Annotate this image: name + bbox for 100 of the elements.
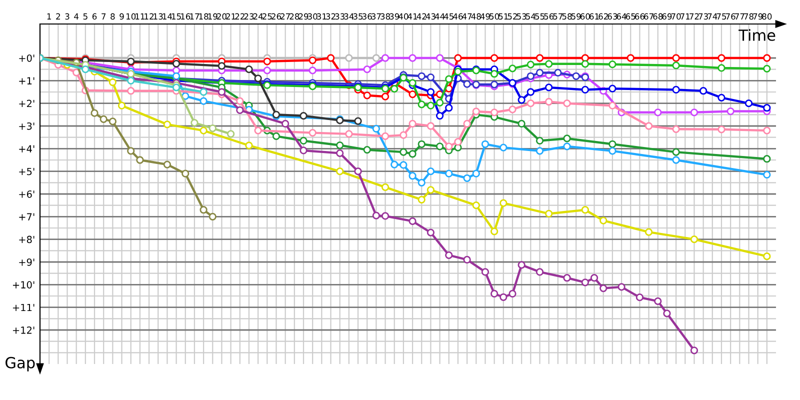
x-tick-label: 37 (372, 13, 381, 20)
point (390, 85, 398, 93)
point (381, 92, 390, 100)
x-tick-label: 19 (208, 13, 218, 20)
x-tick-label: 67 (644, 13, 654, 20)
point (472, 202, 480, 210)
x-tick-label: 9 (120, 13, 124, 20)
point (463, 120, 471, 128)
x-tick-label: 62 (598, 13, 608, 20)
x-tick-label: 2 (56, 13, 60, 20)
point (518, 96, 526, 104)
point (282, 120, 290, 128)
point (644, 122, 653, 130)
point (445, 75, 453, 83)
point (372, 54, 380, 62)
point (663, 310, 671, 318)
x-tick-label: 30 (308, 13, 318, 20)
point (672, 54, 680, 62)
point (763, 155, 771, 163)
point (490, 108, 498, 116)
point (354, 168, 362, 176)
point (426, 228, 435, 236)
x-tick-label: 27 (280, 13, 290, 20)
point (508, 290, 516, 298)
point (490, 54, 498, 62)
point (472, 108, 480, 116)
x-tick-label: 66 (634, 13, 644, 20)
point (654, 108, 662, 116)
point (426, 73, 435, 82)
point (254, 126, 262, 134)
x-tick-label: 31 (317, 13, 326, 20)
point (254, 74, 262, 82)
point (463, 256, 471, 264)
x-tick-label: 23 (244, 13, 254, 20)
x-tick-label: 71 (680, 13, 690, 20)
x-tick-label: 72 (690, 13, 699, 20)
point (108, 118, 117, 126)
x-tick-label: 43 (426, 13, 436, 20)
point (82, 66, 90, 74)
x-tick-label: 24 (253, 13, 263, 20)
point (608, 102, 616, 110)
y-tick-label: +7' (19, 213, 34, 220)
point (263, 58, 271, 66)
point (345, 54, 353, 62)
y-tick-label: +11' (12, 304, 34, 312)
x-tick-label: 52 (508, 13, 517, 20)
point (400, 131, 408, 139)
point (763, 54, 771, 62)
y-tick-label: +12' (12, 326, 34, 334)
point (536, 268, 544, 276)
x-tick-label: 41 (408, 13, 418, 20)
point (672, 86, 680, 94)
x-tick-label: 34 (344, 13, 354, 20)
y-tick-label: +9' (19, 258, 34, 266)
x-tick-label: 80 (762, 13, 772, 20)
point (300, 136, 308, 145)
point (408, 90, 416, 98)
point (363, 66, 371, 74)
x-tick-label: 65 (626, 13, 636, 20)
point (690, 108, 698, 116)
point (481, 268, 490, 276)
point (163, 120, 172, 128)
x-tick-label: 7 (102, 13, 106, 20)
point (608, 84, 616, 92)
x-tick-label: 39 (390, 13, 400, 20)
point (690, 236, 698, 244)
point (408, 172, 416, 180)
x-tick-label: 21 (226, 13, 236, 20)
point (163, 160, 172, 168)
x-tick-label: 47 (462, 13, 472, 20)
point (345, 130, 353, 138)
x-tick-label: 40 (398, 13, 408, 20)
point (336, 149, 344, 158)
point (654, 297, 662, 306)
point (454, 54, 462, 62)
y-tick-label: +6' (19, 190, 34, 198)
point (672, 148, 680, 156)
point (200, 126, 208, 134)
point (245, 142, 253, 150)
point (381, 132, 390, 140)
point (699, 87, 708, 95)
point (418, 140, 426, 148)
point (581, 60, 590, 68)
point (300, 112, 308, 120)
point (418, 72, 426, 80)
x-tick-label: 49 (480, 13, 490, 20)
x-tick-label: 4 (74, 13, 79, 20)
x-tick-label: 20 (217, 13, 226, 20)
x-tick-label: 12 (144, 13, 154, 20)
point (672, 156, 680, 164)
point (563, 274, 571, 282)
x-tick-label: 29 (298, 13, 308, 20)
point (763, 104, 771, 112)
point (563, 100, 571, 108)
point (200, 97, 208, 105)
point (500, 293, 508, 301)
point (172, 84, 180, 92)
point (536, 136, 544, 145)
point (600, 284, 608, 292)
point (672, 125, 680, 133)
